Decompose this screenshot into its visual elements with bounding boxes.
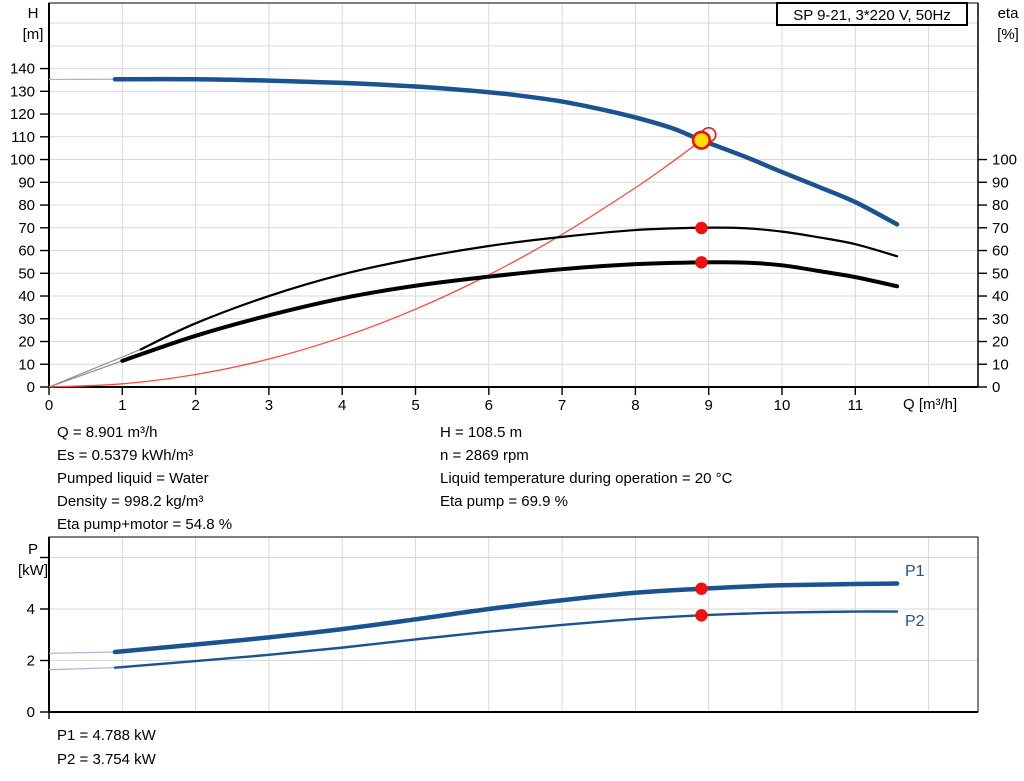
p2-curve-label: P2 [905, 613, 925, 630]
tick-label: 0 [992, 379, 1000, 396]
tick-label: 2 [191, 397, 199, 414]
curve-p1-lead [48, 651, 115, 654]
curve-eta-pump [139, 226, 899, 351]
tick-label: 40 [992, 288, 1009, 305]
chart-title-box: SP 9-21, 3*220 V, 50Hz [776, 2, 968, 26]
tick-label: 3 [265, 397, 273, 414]
info-specific-energy: Es = 0.5379 kWh/m³ [57, 447, 194, 464]
tick-label: 40 [18, 288, 35, 305]
marker-red-dot [695, 582, 708, 595]
tick-label: 80 [992, 197, 1009, 214]
tick-label: 4 [27, 601, 35, 618]
tick-label: 60 [992, 243, 1009, 260]
tick-label: 70 [992, 220, 1009, 237]
tick-label: 140 [10, 61, 35, 78]
info-speed: n = 2869 rpm [440, 447, 529, 464]
tick-label: 110 [11, 129, 35, 146]
tick-label: 10 [992, 356, 1009, 373]
tick-label: 30 [992, 311, 1009, 328]
left-axis-title: H [27, 5, 39, 22]
curve-p2 [113, 610, 899, 669]
power-axis-unit: [kW] [18, 562, 48, 579]
info-liquid-temp: Liquid temperature during operation = 20… [440, 470, 733, 487]
x-axis-title: Q [m³/h] [903, 396, 958, 413]
tick-label: 60 [18, 243, 35, 260]
info-eta-pump: Eta pump = 69.9 % [440, 493, 568, 510]
tick-label: 6 [485, 397, 493, 414]
result-p1: P1 = 4.788 kW [57, 727, 156, 744]
p1-curve-label: P1 [905, 563, 925, 580]
tick-label: 90 [18, 174, 35, 191]
right-axis-unit: [%] [997, 26, 1019, 43]
power-results: P1 = 4.788 kW P2 = 3.754 kW [57, 724, 156, 772]
curve-p1 [112, 581, 900, 655]
tick-label: 10 [18, 356, 35, 373]
tick-label: 2 [27, 653, 35, 670]
tick-label: 10 [774, 397, 791, 414]
marker-duty-point [691, 130, 712, 150]
power-chart: 0 2 4 [27, 536, 979, 721]
marker-red-dot [695, 221, 708, 235]
tick-label: 8 [631, 397, 639, 414]
hq-chart: 0102030405060708090100110120130140010203… [10, 2, 1017, 414]
tick-label: 1 [118, 397, 126, 414]
tick-label: 0 [27, 704, 35, 721]
tick-label: 4 [338, 397, 346, 414]
power-axis-title: P [27, 541, 38, 558]
plot-border [48, 536, 979, 713]
curve-eta-pump-motor-lead [48, 360, 123, 388]
info-pumped-liquid: Pumped liquid = Water [57, 470, 209, 487]
tick-label: 120 [10, 106, 35, 123]
result-p2: P2 = 3.754 kW [57, 751, 156, 768]
duty-info-left-column: Q = 8.901 m³/h Es = 0.5379 kWh/m³ Pumped… [57, 421, 232, 536]
info-head: H = 108.5 m [440, 424, 523, 441]
info-eta-pump-motor: Eta pump+motor = 54.8 % [57, 516, 233, 533]
info-density: Density = 998.2 kg/m³ [57, 493, 204, 510]
tick-label: 80 [18, 197, 35, 214]
curve-head [112, 76, 900, 227]
tick-label: 11 [848, 397, 864, 414]
tick-label: 100 [992, 152, 1017, 169]
tick-label: 100 [10, 152, 35, 169]
tick-label: 7 [558, 397, 566, 414]
tick-label: 20 [18, 334, 35, 351]
curve-eta-pump-motor [120, 260, 900, 363]
tick-label: 20 [992, 334, 1009, 351]
tick-label: 90 [992, 174, 1009, 191]
duty-info-right-column: H = 108.5 m n = 2869 rpm Liquid temperat… [440, 421, 732, 513]
tick-label: 0 [45, 397, 53, 414]
tick-label: 130 [10, 83, 35, 100]
tick-label: 50 [18, 265, 35, 282]
right-axis-title: eta [997, 5, 1019, 22]
tick-label: 50 [992, 265, 1009, 282]
curve-p2-lead [48, 667, 115, 671]
curve-eta-pump-lead [48, 348, 141, 388]
tick-label: 9 [705, 397, 713, 414]
marker-red-dot [695, 256, 708, 269]
tick-label: 70 [18, 220, 35, 237]
curve-system-curve [48, 134, 710, 388]
info-flow: Q = 8.901 m³/h [57, 424, 158, 441]
left-axis-unit: [m] [22, 26, 44, 43]
tick-label: 5 [411, 397, 419, 414]
marker-red-dot [695, 609, 708, 622]
tick-label: 0 [27, 379, 35, 396]
tick-label: 30 [18, 311, 35, 328]
